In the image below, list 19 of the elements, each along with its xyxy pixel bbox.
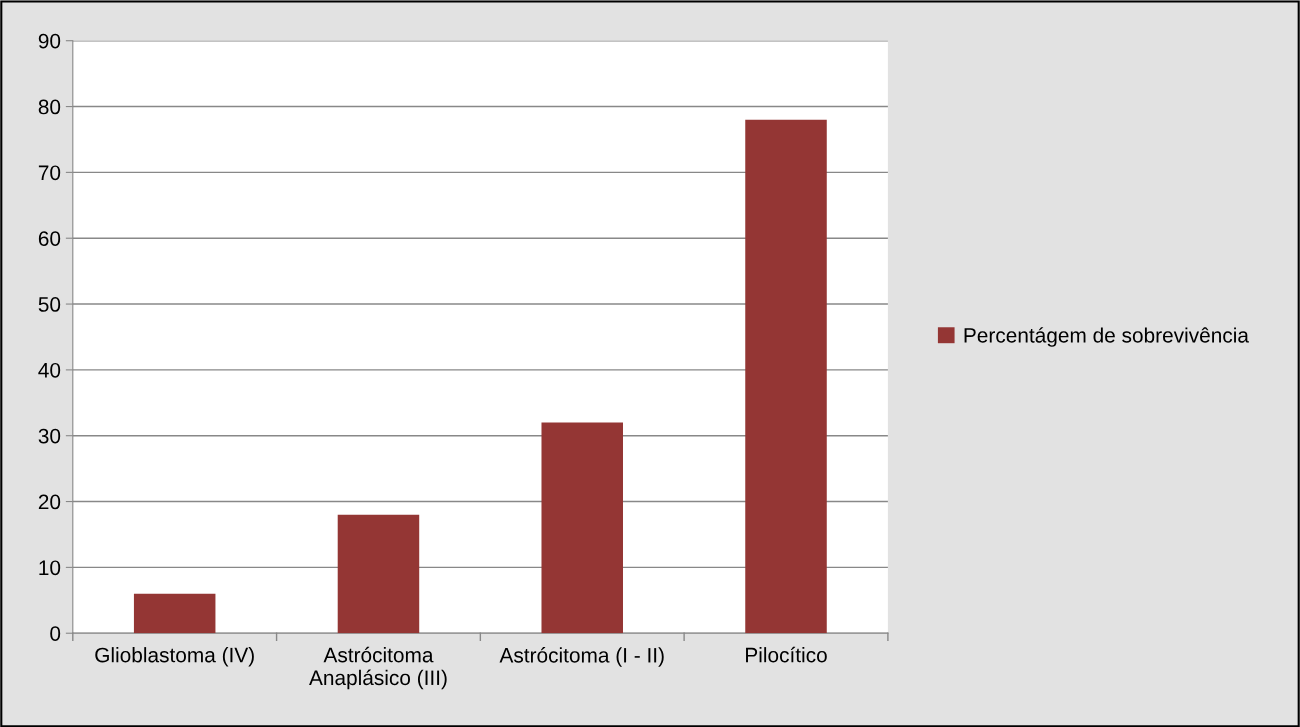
x-tick-label: Astrócitoma (I - II) — [499, 647, 664, 667]
y-tick-label: 10 — [39, 560, 61, 576]
y-tick-label: 70 — [38, 165, 61, 181]
y-tick-label: 40 — [38, 362, 61, 378]
bar — [541, 422, 623, 634]
bar — [337, 514, 420, 634]
y-tick-label: 30 — [38, 428, 61, 444]
bar — [745, 119, 827, 634]
y-tick-label: 0 — [50, 626, 61, 641]
x-tick-label: Pilocítico — [746, 646, 827, 663]
y-tick-label: 60 — [38, 231, 61, 246]
y-tick-label: 80 — [38, 99, 61, 115]
legend-label: Percentágem de sobrevivência — [964, 327, 1249, 347]
y-tick-label: 20 — [38, 494, 61, 510]
y-tick-label: 50 — [38, 297, 61, 312]
x-tick-label: Astrócitoma Anaplásico (III) — [309, 646, 447, 690]
y-tick-label: 90 — [38, 33, 61, 49]
bar — [133, 593, 216, 634]
x-tick-label: Glioblastoma (IV) — [95, 647, 254, 667]
